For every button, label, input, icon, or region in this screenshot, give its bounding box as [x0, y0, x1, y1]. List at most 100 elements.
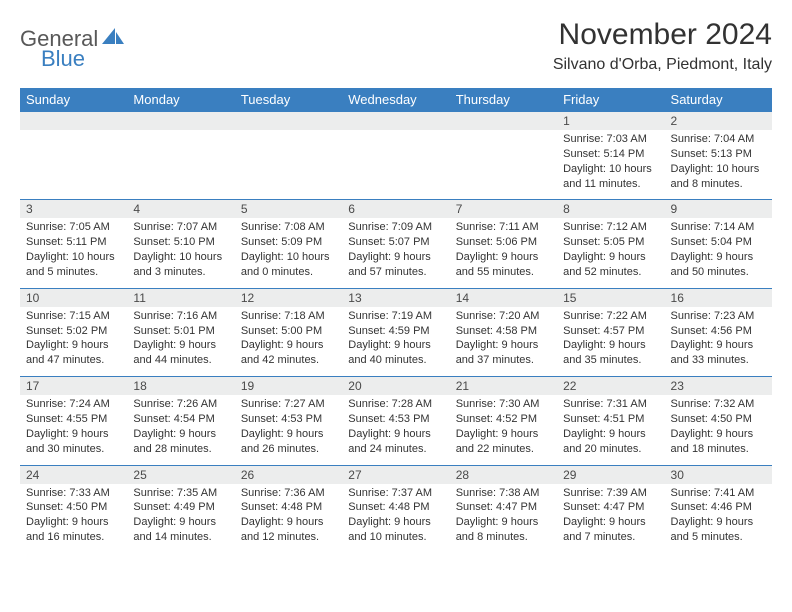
- daylight-text: Daylight: 9 hours and 57 minutes.: [348, 250, 443, 280]
- day-number-cell: 13: [342, 288, 449, 307]
- daynum-row: 17181920212223: [20, 377, 772, 396]
- day-info-cell: Sunrise: 7:35 AMSunset: 4:49 PMDaylight:…: [127, 484, 234, 553]
- day-info-cell: Sunrise: 7:27 AMSunset: 4:53 PMDaylight:…: [235, 395, 342, 465]
- sunset-text: Sunset: 4:49 PM: [133, 500, 228, 515]
- day-number-cell: 24: [20, 465, 127, 484]
- day-info-cell: Sunrise: 7:36 AMSunset: 4:48 PMDaylight:…: [235, 484, 342, 553]
- daynum-row: 12: [20, 112, 772, 131]
- day-info-cell: Sunrise: 7:33 AMSunset: 4:50 PMDaylight:…: [20, 484, 127, 553]
- daylight-text: Daylight: 10 hours and 5 minutes.: [26, 250, 121, 280]
- daylight-text: Daylight: 9 hours and 42 minutes.: [241, 338, 336, 368]
- sunset-text: Sunset: 4:54 PM: [133, 412, 228, 427]
- sunset-text: Sunset: 4:53 PM: [241, 412, 336, 427]
- sunrise-text: Sunrise: 7:14 AM: [671, 220, 766, 235]
- month-title: November 2024: [553, 18, 772, 52]
- sunrise-text: Sunrise: 7:38 AM: [456, 486, 551, 501]
- sunrise-text: Sunrise: 7:15 AM: [26, 309, 121, 324]
- day-info-cell: Sunrise: 7:08 AMSunset: 5:09 PMDaylight:…: [235, 218, 342, 288]
- sunset-text: Sunset: 5:07 PM: [348, 235, 443, 250]
- calendar-header-row: Sunday Monday Tuesday Wednesday Thursday…: [20, 88, 772, 112]
- sunset-text: Sunset: 4:50 PM: [26, 500, 121, 515]
- daylight-text: Daylight: 9 hours and 10 minutes.: [348, 515, 443, 545]
- weekday-header: Saturday: [665, 88, 772, 112]
- weekday-header: Wednesday: [342, 88, 449, 112]
- sunrise-text: Sunrise: 7:04 AM: [671, 132, 766, 147]
- daylight-text: Daylight: 9 hours and 33 minutes.: [671, 338, 766, 368]
- daylight-text: Daylight: 9 hours and 26 minutes.: [241, 427, 336, 457]
- sunset-text: Sunset: 5:05 PM: [563, 235, 658, 250]
- daylight-text: Daylight: 9 hours and 22 minutes.: [456, 427, 551, 457]
- daylight-text: Daylight: 10 hours and 11 minutes.: [563, 162, 658, 192]
- daynum-row: 3456789: [20, 200, 772, 219]
- sunrise-text: Sunrise: 7:39 AM: [563, 486, 658, 501]
- sunset-text: Sunset: 4:48 PM: [348, 500, 443, 515]
- day-info-cell: Sunrise: 7:38 AMSunset: 4:47 PMDaylight:…: [450, 484, 557, 553]
- day-info-cell: Sunrise: 7:28 AMSunset: 4:53 PMDaylight:…: [342, 395, 449, 465]
- daylight-text: Daylight: 9 hours and 20 minutes.: [563, 427, 658, 457]
- daylight-text: Daylight: 9 hours and 35 minutes.: [563, 338, 658, 368]
- sunrise-text: Sunrise: 7:11 AM: [456, 220, 551, 235]
- day-number-cell: 29: [557, 465, 664, 484]
- sunrise-text: Sunrise: 7:05 AM: [26, 220, 121, 235]
- info-row: Sunrise: 7:05 AMSunset: 5:11 PMDaylight:…: [20, 218, 772, 288]
- day-info-cell: Sunrise: 7:23 AMSunset: 4:56 PMDaylight:…: [665, 307, 772, 377]
- sunrise-text: Sunrise: 7:23 AM: [671, 309, 766, 324]
- sunrise-text: Sunrise: 7:26 AM: [133, 397, 228, 412]
- daylight-text: Daylight: 9 hours and 50 minutes.: [671, 250, 766, 280]
- day-number-cell: 7: [450, 200, 557, 219]
- day-number-cell: 21: [450, 377, 557, 396]
- day-number-cell: [342, 112, 449, 131]
- sunset-text: Sunset: 4:47 PM: [563, 500, 658, 515]
- sunrise-text: Sunrise: 7:41 AM: [671, 486, 766, 501]
- sunrise-text: Sunrise: 7:19 AM: [348, 309, 443, 324]
- day-number-cell: 30: [665, 465, 772, 484]
- day-number-cell: 12: [235, 288, 342, 307]
- sunrise-text: Sunrise: 7:33 AM: [26, 486, 121, 501]
- day-number-cell: 8: [557, 200, 664, 219]
- sunset-text: Sunset: 4:58 PM: [456, 324, 551, 339]
- calendar-table: Sunday Monday Tuesday Wednesday Thursday…: [20, 88, 772, 553]
- day-info-cell: Sunrise: 7:39 AMSunset: 4:47 PMDaylight:…: [557, 484, 664, 553]
- daylight-text: Daylight: 9 hours and 52 minutes.: [563, 250, 658, 280]
- sunset-text: Sunset: 5:10 PM: [133, 235, 228, 250]
- sunset-text: Sunset: 5:00 PM: [241, 324, 336, 339]
- day-number-cell: 27: [342, 465, 449, 484]
- sunrise-text: Sunrise: 7:20 AM: [456, 309, 551, 324]
- day-info-cell: Sunrise: 7:16 AMSunset: 5:01 PMDaylight:…: [127, 307, 234, 377]
- day-info-cell: Sunrise: 7:07 AMSunset: 5:10 PMDaylight:…: [127, 218, 234, 288]
- sunset-text: Sunset: 4:55 PM: [26, 412, 121, 427]
- sunset-text: Sunset: 4:52 PM: [456, 412, 551, 427]
- daynum-row: 10111213141516: [20, 288, 772, 307]
- day-number-cell: 3: [20, 200, 127, 219]
- day-info-cell: Sunrise: 7:15 AMSunset: 5:02 PMDaylight:…: [20, 307, 127, 377]
- calendar-body: 12Sunrise: 7:03 AMSunset: 5:14 PMDayligh…: [20, 112, 772, 553]
- day-number-cell: 22: [557, 377, 664, 396]
- sunrise-text: Sunrise: 7:16 AM: [133, 309, 228, 324]
- day-info-cell: Sunrise: 7:19 AMSunset: 4:59 PMDaylight:…: [342, 307, 449, 377]
- day-info-cell: [342, 130, 449, 200]
- sunset-text: Sunset: 4:50 PM: [671, 412, 766, 427]
- day-number-cell: 20: [342, 377, 449, 396]
- sunset-text: Sunset: 4:47 PM: [456, 500, 551, 515]
- sunrise-text: Sunrise: 7:07 AM: [133, 220, 228, 235]
- day-number-cell: 4: [127, 200, 234, 219]
- sunrise-text: Sunrise: 7:36 AM: [241, 486, 336, 501]
- day-number-cell: 18: [127, 377, 234, 396]
- daylight-text: Daylight: 9 hours and 55 minutes.: [456, 250, 551, 280]
- info-row: Sunrise: 7:24 AMSunset: 4:55 PMDaylight:…: [20, 395, 772, 465]
- day-number-cell: [235, 112, 342, 131]
- daylight-text: Daylight: 9 hours and 16 minutes.: [26, 515, 121, 545]
- day-info-cell: Sunrise: 7:12 AMSunset: 5:05 PMDaylight:…: [557, 218, 664, 288]
- day-number-cell: [127, 112, 234, 131]
- day-number-cell: 28: [450, 465, 557, 484]
- day-number-cell: 1: [557, 112, 664, 131]
- weekday-header: Friday: [557, 88, 664, 112]
- sunset-text: Sunset: 4:56 PM: [671, 324, 766, 339]
- sunset-text: Sunset: 5:01 PM: [133, 324, 228, 339]
- day-info-cell: Sunrise: 7:24 AMSunset: 4:55 PMDaylight:…: [20, 395, 127, 465]
- info-row: Sunrise: 7:33 AMSunset: 4:50 PMDaylight:…: [20, 484, 772, 553]
- day-info-cell: Sunrise: 7:26 AMSunset: 4:54 PMDaylight:…: [127, 395, 234, 465]
- daylight-text: Daylight: 9 hours and 30 minutes.: [26, 427, 121, 457]
- daylight-text: Daylight: 9 hours and 37 minutes.: [456, 338, 551, 368]
- daylight-text: Daylight: 9 hours and 7 minutes.: [563, 515, 658, 545]
